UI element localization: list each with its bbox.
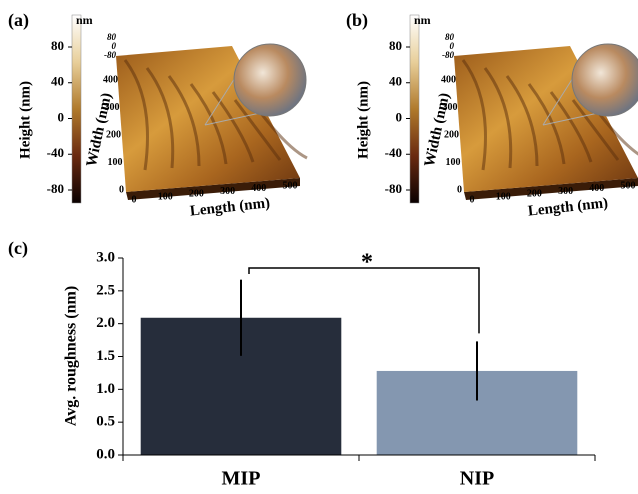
y-tick-label: 100 [108, 157, 123, 168]
magnifier [572, 44, 638, 116]
colorbar-tick-label: -40 [385, 145, 402, 160]
x-tick-label: 500 [621, 180, 636, 191]
colorbar-tick-label: 80 [51, 38, 64, 53]
colorbar-tick-label: 0 [58, 109, 65, 124]
colorbar-label: Height (nm) [17, 81, 33, 159]
x-tick-label: 200 [527, 189, 542, 200]
y-tick-label: 400 [441, 74, 456, 85]
y-tick-label: 1.5 [96, 348, 115, 364]
z-tick-label: -80 [104, 50, 116, 60]
x-tick-label: 0 [132, 194, 137, 205]
x-tick-label: 100 [158, 191, 173, 202]
y-tick-label: 2.0 [96, 315, 115, 331]
y-tick-label: 0 [119, 184, 124, 195]
colorbar [72, 15, 81, 203]
y-tick-label: 2.5 [96, 282, 115, 298]
colorbar-tick-label: -80 [385, 181, 402, 196]
x-tick-label: 100 [496, 191, 511, 202]
y-tick-label: 100 [446, 157, 461, 168]
colorbar-tick-label: -80 [47, 181, 64, 196]
x-tick-label: 400 [589, 183, 604, 194]
colorbar-label: Height (nm) [355, 81, 371, 159]
x-tick-label: 400 [251, 183, 266, 194]
y-tick-label: 400 [103, 74, 118, 85]
figure: (a)nm80400-40-80Height (nm)0100200300400… [0, 0, 638, 494]
magnifier [234, 44, 306, 116]
colorbar-tick-label: -40 [47, 145, 64, 160]
colorbar-unit: nm [76, 13, 93, 27]
x-tick-label: 500 [283, 180, 298, 191]
colorbar-unit: nm [414, 13, 431, 27]
colorbar-tick-label: 0 [396, 109, 403, 124]
panel-label: (a) [8, 10, 29, 31]
y-tick-label: 0 [457, 184, 462, 195]
y-tick-label: 200 [106, 129, 121, 140]
z-tick-label: -80 [442, 50, 454, 60]
significance-mark: * [361, 250, 373, 276]
colorbar [410, 15, 419, 203]
x-tick-label: NIP [460, 468, 494, 490]
y-axis-label: Avg. roughness (nm) [63, 286, 80, 426]
x-tick-label: 300 [558, 186, 573, 197]
colorbar-tick-label: 40 [389, 74, 402, 89]
panel-label: (b) [346, 10, 368, 31]
y-tick-label: 0.5 [96, 414, 115, 430]
colorbar-tick-label: 40 [51, 74, 64, 89]
colorbar-tick-label: 80 [389, 38, 402, 53]
y-tick-label: 1.0 [96, 381, 115, 397]
x-tick-label: MIP [222, 468, 261, 490]
y-tick-label: 200 [444, 129, 459, 140]
panel-label: (c) [8, 238, 28, 259]
x-tick-label: 300 [220, 186, 235, 197]
y-tick-label: 0.0 [96, 446, 115, 462]
x-tick-label: 0 [470, 194, 475, 205]
y-tick-label: 3.0 [96, 249, 115, 265]
x-tick-label: 200 [189, 189, 204, 200]
